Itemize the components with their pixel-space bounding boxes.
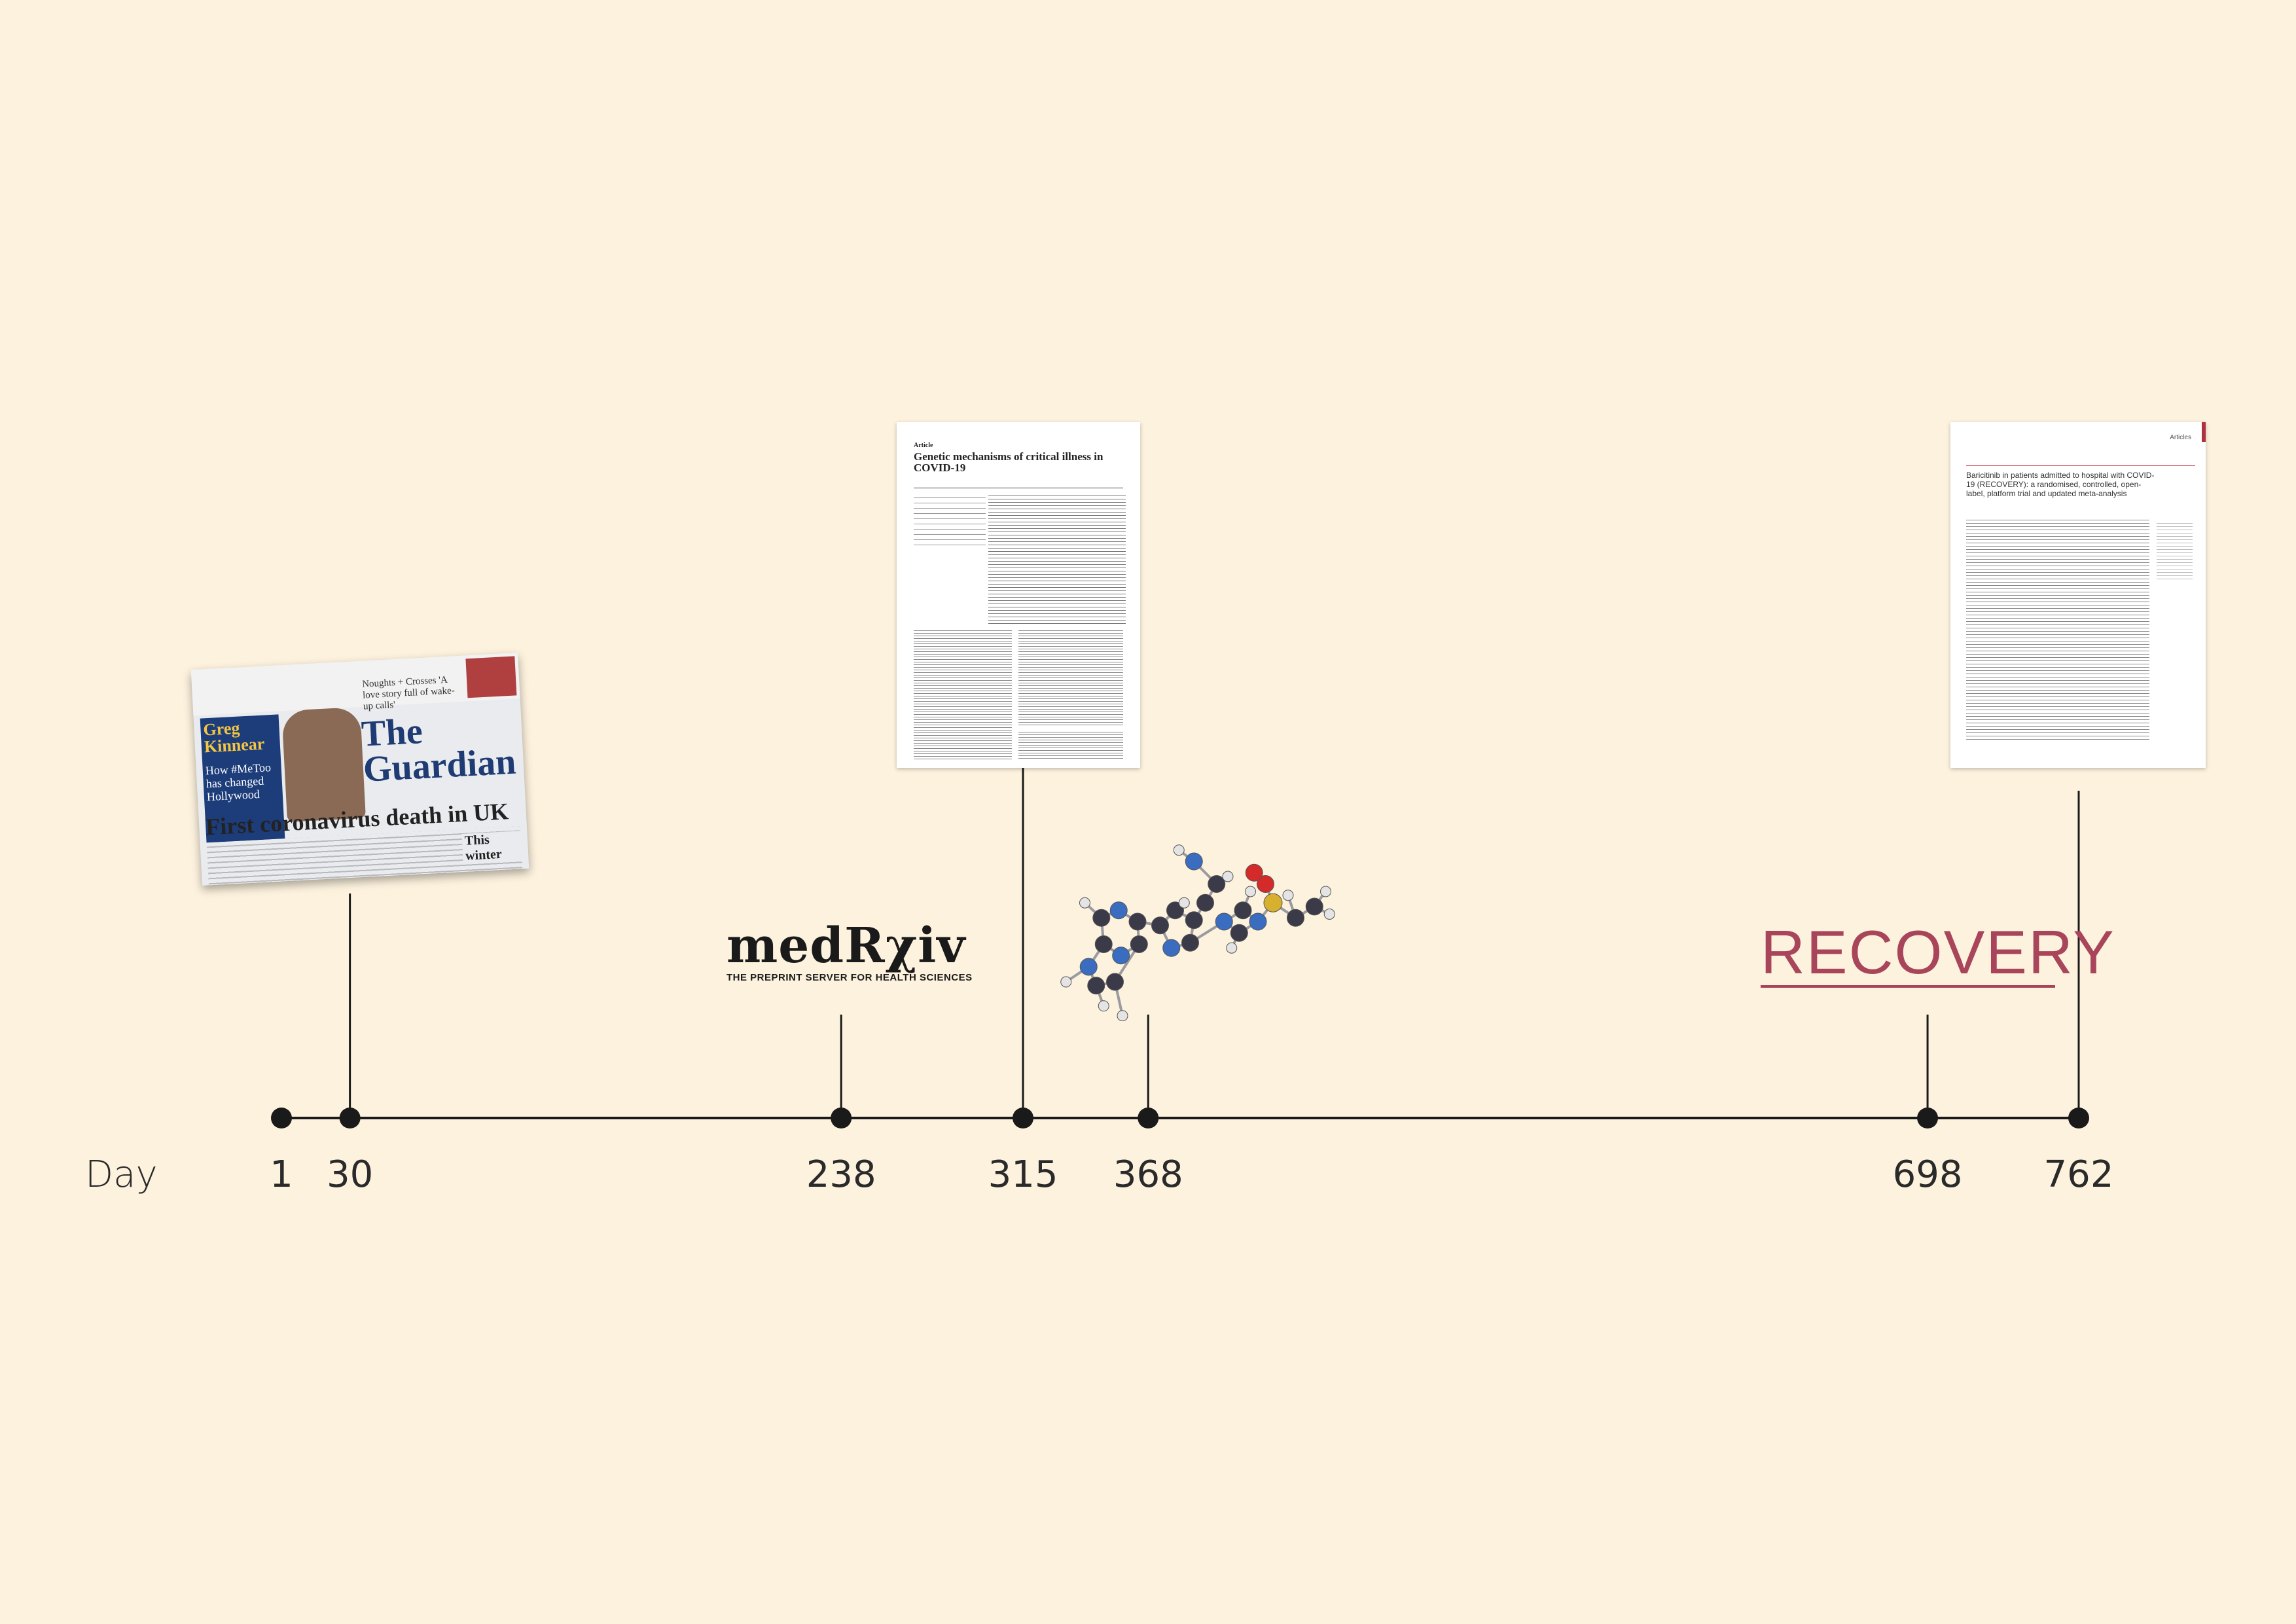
nature-article-title: Genetic mechanisms of critical illness i… [914,450,1103,474]
molecule-atom [1130,935,1148,953]
tick-marker-368 [1138,1108,1159,1128]
molecule-atom [1320,886,1331,897]
molecule-atom [1249,912,1267,931]
tick-marker-315 [1013,1108,1034,1128]
molecule-atom [1226,942,1238,954]
tick-label-368: 368 [1113,1153,1183,1196]
molecule-atom [1173,844,1185,856]
molecule-atom [1305,897,1323,916]
tick-marker-238 [831,1108,852,1128]
molecule-atom [1181,933,1199,952]
guardian-kicker: Noughts + Crosses 'A love story full of … [361,674,456,712]
molecule-atom [1215,912,1233,931]
guardian-newspaper-image: Greg Kinnear How #MeToo has changed Holl… [190,653,529,886]
molecule-atom [1112,947,1130,965]
molecule-atom [1109,901,1128,920]
molecule-atom [1287,909,1304,927]
molecule-atom [1166,901,1184,920]
molecule-atom [1257,875,1274,893]
lancet-article-page: Articles Baricitinib in patients admitte… [1950,422,2206,768]
molecule-atom [1222,871,1234,882]
molecule-atom [1230,924,1248,942]
guardian-promo-text: How #MeToo has changed Hollywood [205,761,272,804]
medrxiv-tagline: THE PREPRINT SERVER FOR HEALTH SCIENCES [726,972,973,983]
molecule-atom [1092,909,1111,927]
tick-marker-762 [2068,1108,2089,1128]
molecule-atom [1234,901,1252,920]
tick-marker-30 [339,1108,361,1128]
medrxiv-wordmark: medRχiv [726,918,966,974]
molecule-atom [1263,893,1283,912]
guardian-promo-name: Greg Kinnear [202,718,265,757]
molecule-atom [1098,1000,1109,1012]
guardian-masthead: The Guardian [360,710,517,790]
molecule-atom [1282,890,1294,901]
guardian-teaser: This winter [461,830,529,864]
molecule-atom [1060,976,1072,988]
molecule-atom [1245,863,1263,882]
tick-label-238: 238 [806,1153,876,1196]
molecule-atom [1185,852,1203,871]
molecule-atom [1079,958,1098,976]
lancet-article-section: Articles [2170,434,2191,441]
molecule-atom [1245,886,1256,897]
nature-article-section: Article [914,442,933,449]
tick-label-762: 762 [2043,1153,2114,1196]
molecule-atom [1185,911,1203,929]
tick-label-315: 315 [988,1153,1058,1196]
molecule-atom [1087,977,1105,995]
tick-label-30: 30 [327,1153,374,1196]
axis-label: Day [85,1153,158,1196]
tick-label-698: 698 [1892,1153,1963,1196]
molecule-atom [1094,935,1113,953]
molecule-atom [1106,973,1124,991]
nature-article-page: Article Genetic mechanisms of critical i… [897,422,1140,768]
recovery-wordmark: RECOVERY [1761,918,2115,986]
molecule-atom [1178,897,1190,909]
molecule-atom [1117,1010,1128,1021]
molecule-atom [1323,909,1335,920]
molecule-atom [1079,897,1090,909]
tick-marker-698 [1917,1108,1939,1128]
medrxiv-logo: medRχiv THE PREPRINT SERVER FOR HEALTH S… [726,918,973,998]
molecule-atom [1196,893,1214,912]
recovery-logo: RECOVERY [1761,918,2115,992]
molecule-atom [1128,912,1147,931]
lancet-article-title: Baricitinib in patients admitted to hosp… [1966,471,2155,498]
molecule-atom [1162,939,1181,957]
molecule-atom [1151,916,1169,935]
molecule-atom [1208,875,1226,893]
tick-marker-1 [271,1108,292,1128]
baricitinib-molecule-icon [1060,844,1335,1021]
tick-label-1: 1 [270,1153,293,1196]
